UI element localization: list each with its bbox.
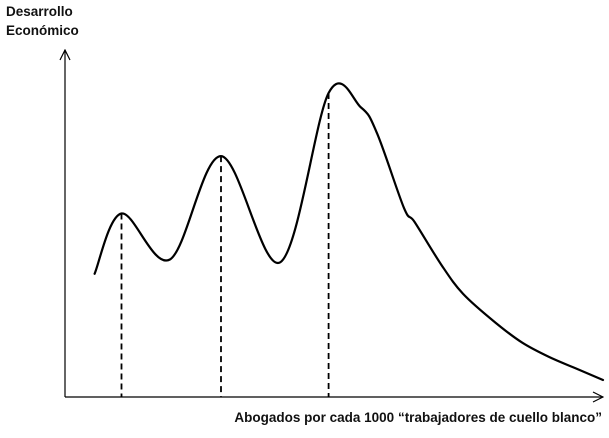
x-axis-label: Abogados por cada 1000 “trabajadores de … bbox=[234, 410, 602, 425]
peak-guide-lines bbox=[120, 93, 330, 397]
y-axis-label-line-2: Económico bbox=[6, 23, 79, 38]
axes bbox=[65, 50, 603, 397]
y-axis-label-line-1: Desarrollo bbox=[6, 4, 73, 19]
development-curve bbox=[93, 82, 605, 382]
curve-layer bbox=[93, 82, 605, 382]
